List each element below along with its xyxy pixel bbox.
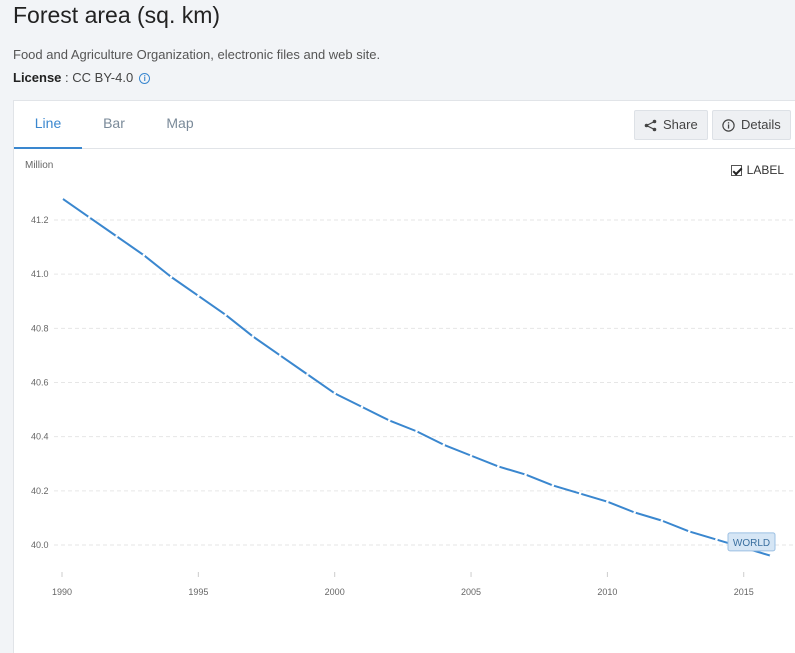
x-tick-label: 2010 bbox=[597, 587, 617, 597]
page-title: Forest area (sq. km) bbox=[13, 2, 221, 28]
data-point bbox=[415, 429, 418, 433]
data-point bbox=[715, 538, 718, 541]
details-button[interactable]: Details bbox=[712, 110, 791, 140]
data-point bbox=[551, 484, 555, 487]
data-point bbox=[115, 234, 118, 238]
x-tick-label: 2000 bbox=[325, 587, 345, 597]
source-text: Food and Agriculture Organization, elect… bbox=[13, 47, 381, 62]
license-line: License : CC BY-4.0 i bbox=[13, 70, 151, 85]
y-axis-unit-label: Million bbox=[25, 160, 53, 171]
data-point bbox=[278, 354, 282, 357]
data-point bbox=[687, 530, 691, 533]
chart-card: Line Bar Map Share Details LABEL bbox=[13, 100, 795, 653]
info-circle-icon[interactable]: i bbox=[139, 73, 151, 84]
data-point bbox=[333, 392, 336, 395]
share-button[interactable]: Share bbox=[634, 110, 708, 140]
share-icon bbox=[644, 119, 657, 131]
data-point bbox=[633, 511, 636, 514]
data-point bbox=[442, 443, 446, 447]
license-separator: : bbox=[61, 70, 73, 85]
tab-map[interactable]: Map bbox=[166, 115, 194, 131]
label-toggle-text: LABEL bbox=[746, 163, 784, 177]
x-axis-ticks: 1990 1995 2000 2005 2010 2015 bbox=[52, 572, 754, 597]
data-point bbox=[469, 454, 473, 457]
grid-lines bbox=[54, 219, 794, 546]
info-icon bbox=[722, 118, 735, 132]
data-point bbox=[251, 335, 255, 338]
y-tick-label: 40.4 bbox=[31, 432, 49, 442]
data-point bbox=[524, 473, 527, 476]
details-label: Details bbox=[741, 117, 781, 132]
end-label-box bbox=[727, 532, 776, 552]
series-world bbox=[60, 197, 773, 558]
x-tick-label: 1990 bbox=[52, 587, 72, 597]
data-point bbox=[306, 373, 309, 376]
data-point bbox=[769, 554, 773, 558]
y-tick-label: 41.2 bbox=[31, 215, 49, 225]
x-tick-label: 2015 bbox=[734, 587, 754, 597]
y-tick-label: 40.2 bbox=[31, 486, 49, 496]
series-line bbox=[61, 197, 772, 557]
data-point bbox=[197, 294, 200, 298]
y-tick-label: 40.8 bbox=[31, 323, 49, 333]
end-label-text: WORLD bbox=[733, 538, 770, 549]
data-point bbox=[606, 500, 609, 503]
data-point bbox=[660, 519, 664, 522]
y-tick-label: 40.6 bbox=[31, 378, 49, 388]
world-end-label: WORLD bbox=[727, 532, 776, 552]
line-chart: Million 40.0 40.2 40.4 40.6 40.8 41.0 41.2 199… bbox=[25, 160, 794, 597]
share-label: Share bbox=[663, 117, 698, 132]
data-point bbox=[169, 275, 173, 279]
data-point bbox=[142, 253, 146, 257]
data-point bbox=[578, 492, 582, 495]
tab-line[interactable]: Line bbox=[14, 101, 82, 149]
x-tick-label: 1995 bbox=[188, 587, 208, 597]
license-label: License bbox=[13, 70, 62, 85]
y-axis-ticks: 40.0 40.2 40.4 40.6 40.8 41.0 41.2 bbox=[31, 215, 49, 550]
tab-bar[interactable]: Bar bbox=[103, 115, 125, 131]
label-checkbox[interactable] bbox=[730, 164, 742, 176]
chart-tabs: Line Bar Map Share Details bbox=[14, 101, 795, 149]
x-tick-label: 2005 bbox=[461, 587, 481, 597]
license-value[interactable]: CC BY-4.0 bbox=[72, 70, 134, 85]
data-point bbox=[60, 197, 64, 200]
data-point bbox=[387, 419, 391, 422]
data-point bbox=[497, 465, 500, 468]
data-point bbox=[224, 313, 227, 317]
label-toggle[interactable]: LABEL bbox=[730, 163, 784, 177]
y-tick-label: 40.0 bbox=[31, 540, 49, 550]
data-point bbox=[87, 215, 91, 219]
data-point bbox=[360, 405, 364, 409]
y-tick-label: 41.0 bbox=[31, 269, 49, 279]
